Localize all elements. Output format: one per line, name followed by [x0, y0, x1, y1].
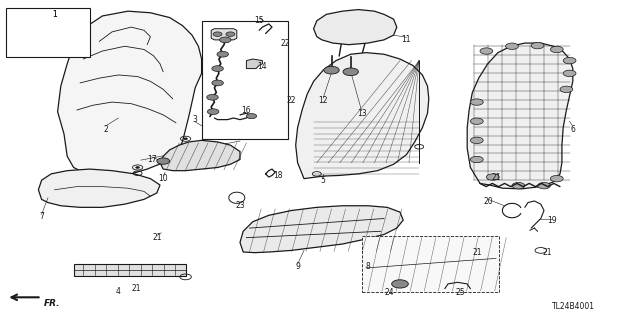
Text: FR.: FR. [44, 299, 60, 308]
Polygon shape [38, 169, 160, 207]
Text: 18: 18 [274, 171, 283, 180]
Circle shape [480, 48, 493, 54]
Text: 13: 13 [356, 109, 367, 118]
Polygon shape [467, 43, 573, 189]
Circle shape [560, 86, 573, 93]
Circle shape [470, 118, 483, 124]
Text: 20: 20 [483, 197, 493, 206]
Bar [6, 8, 90, 57]
Text: 12: 12 [319, 96, 328, 105]
Circle shape [392, 280, 408, 288]
Text: TL24B4001: TL24B4001 [552, 302, 595, 311]
Text: 25: 25 [456, 288, 466, 297]
Polygon shape [160, 140, 240, 171]
Text: 10: 10 [158, 174, 168, 183]
Circle shape [531, 42, 544, 49]
Circle shape [184, 138, 188, 140]
Text: 1: 1 [52, 10, 57, 19]
Polygon shape [58, 11, 202, 177]
Polygon shape [296, 53, 429, 179]
Bar [362, 236, 499, 292]
Circle shape [563, 57, 576, 64]
Circle shape [563, 70, 576, 77]
Polygon shape [240, 206, 403, 253]
Circle shape [220, 37, 231, 43]
Circle shape [470, 156, 483, 163]
Circle shape [207, 94, 218, 100]
Text: 9: 9 [295, 262, 300, 271]
Circle shape [324, 66, 339, 74]
Text: 21: 21 [132, 284, 141, 293]
Text: 4: 4 [116, 287, 121, 296]
Text: 17: 17 [147, 155, 157, 164]
Text: 21: 21 [152, 233, 161, 242]
Polygon shape [314, 10, 397, 45]
Circle shape [538, 182, 550, 189]
Text: 21: 21 [543, 248, 552, 257]
Text: 5: 5 [321, 176, 326, 185]
Polygon shape [211, 29, 237, 40]
Circle shape [550, 46, 563, 53]
Circle shape [343, 68, 358, 76]
Circle shape [246, 114, 257, 119]
Circle shape [470, 137, 483, 144]
Text: 16: 16 [241, 106, 252, 115]
Text: 21: 21 [472, 248, 481, 257]
Text: 24: 24 [384, 288, 394, 297]
Text: 15: 15 [254, 16, 264, 25]
Circle shape [207, 109, 219, 115]
Circle shape [226, 32, 235, 36]
Text: 21: 21 [492, 173, 500, 182]
Text: 19: 19 [547, 216, 557, 225]
Bar [202, 21, 288, 139]
Circle shape [512, 182, 525, 189]
Text: 11: 11 [402, 35, 411, 44]
Text: 22: 22 [280, 39, 289, 48]
Text: 14: 14 [257, 63, 268, 71]
Circle shape [136, 167, 140, 168]
Bar [74, 264, 186, 276]
Text: 1: 1 [52, 10, 57, 19]
Text: 22: 22 [287, 96, 296, 105]
Text: 7: 7 [39, 212, 44, 221]
Text: 3: 3 [193, 115, 198, 124]
Circle shape [212, 80, 223, 86]
Circle shape [550, 175, 563, 182]
Circle shape [157, 158, 170, 164]
Circle shape [213, 32, 222, 36]
Circle shape [506, 43, 518, 49]
Circle shape [217, 51, 228, 57]
Circle shape [470, 99, 483, 105]
Text: 6: 6 [570, 125, 575, 134]
Text: 8: 8 [365, 262, 371, 271]
Text: 2: 2 [103, 125, 108, 134]
Circle shape [212, 66, 223, 71]
Text: 23: 23 [235, 201, 245, 210]
Circle shape [486, 174, 499, 180]
Polygon shape [246, 59, 262, 69]
